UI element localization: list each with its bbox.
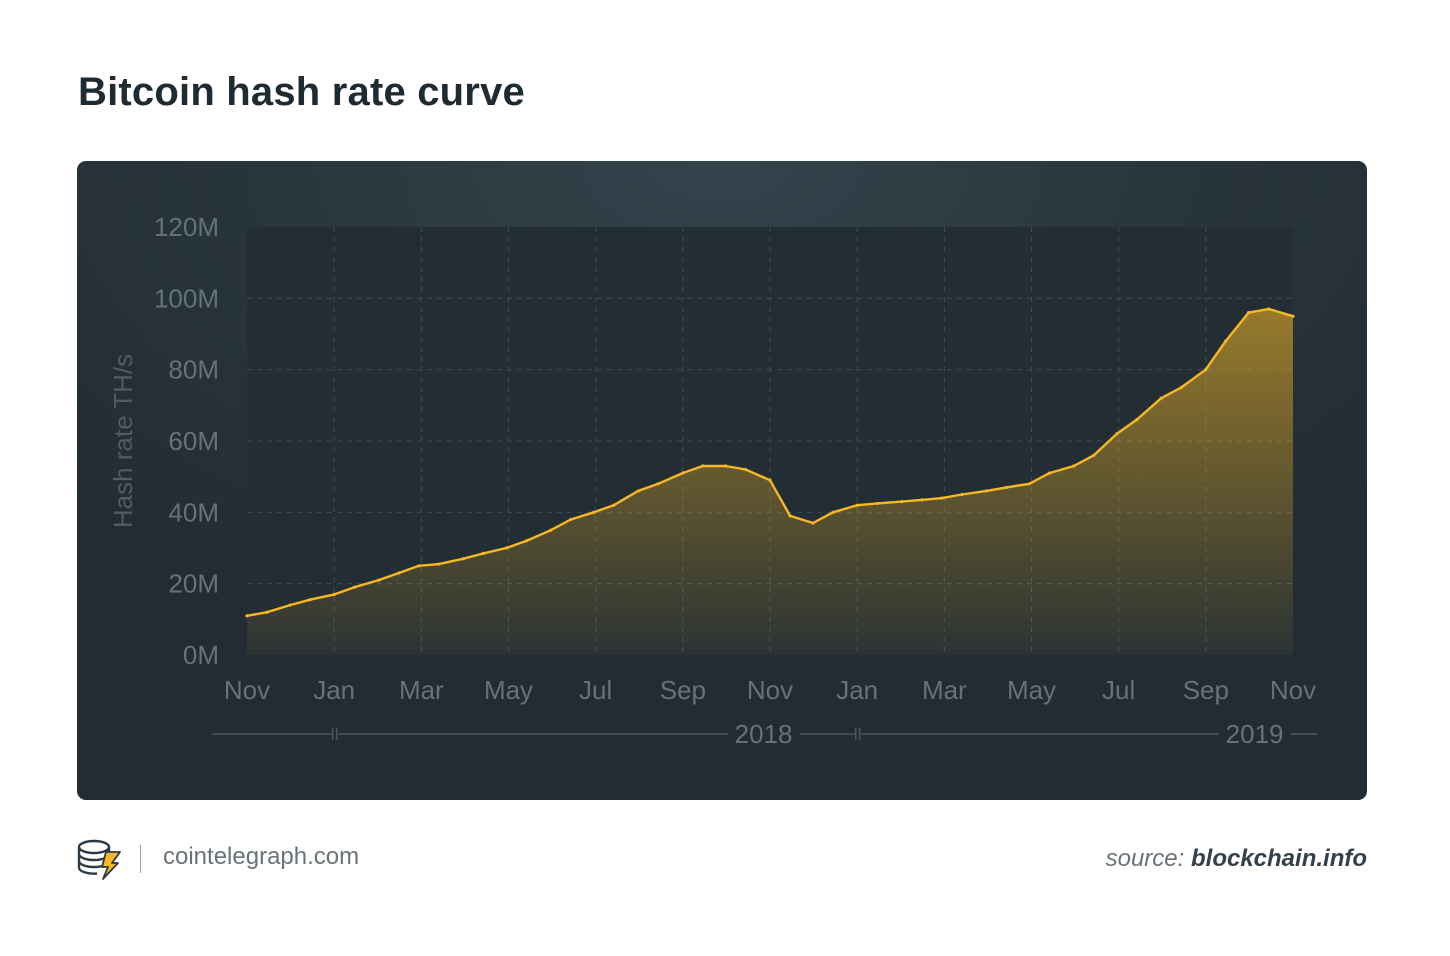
- source-prefix: source:: [1105, 845, 1185, 872]
- x-tick-label: May: [1007, 675, 1056, 705]
- data-point: [524, 539, 529, 543]
- data-point: [265, 610, 269, 614]
- data-point: [940, 496, 944, 500]
- data-point: [636, 489, 640, 493]
- data-point: [1135, 418, 1139, 422]
- data-point: [855, 503, 860, 507]
- data-point: [377, 578, 381, 582]
- data-point: [397, 571, 401, 575]
- chart-card: 0M 20M 40M 60M 80M 100M 120M Nov Jan Mar May Jul Se…: [77, 161, 1367, 800]
- data-point: [332, 592, 337, 596]
- data-point: [920, 498, 924, 502]
- data-point: [417, 564, 421, 568]
- footer-site-link[interactable]: cointelegraph.com: [163, 843, 360, 870]
- data-point: [288, 603, 292, 607]
- data-point: [1246, 311, 1251, 315]
- data-point: [1072, 464, 1076, 468]
- x-tick-label: Jan: [313, 675, 355, 705]
- data-point: [1092, 453, 1096, 457]
- data-point: [352, 585, 357, 589]
- data-point: [245, 614, 249, 618]
- x-axis: Nov Jan Mar May Jul Sep Nov Jan Mar May Jul Sep Nov: [224, 675, 1316, 705]
- x-tick-label: Nov: [747, 675, 793, 705]
- x-tick-label: Mar: [399, 675, 444, 705]
- data-point: [656, 482, 660, 486]
- data-point: [612, 503, 616, 507]
- year-label: 2018: [735, 719, 793, 749]
- y-tick-label: 60M: [168, 426, 219, 456]
- page-title: Bitcoin hash rate curve: [78, 70, 525, 114]
- y-tick-label: 120M: [154, 212, 219, 242]
- x-tick-label: May: [484, 675, 533, 705]
- data-point: [1267, 307, 1271, 311]
- x-tick-label: Nov: [1270, 675, 1316, 705]
- data-point: [831, 510, 835, 514]
- data-point: [1224, 339, 1228, 343]
- data-point: [481, 551, 486, 555]
- data-point: [768, 478, 772, 482]
- hash-rate-chart: 0M 20M 40M 60M 80M 100M 120M Nov Jan Mar May Jul Se…: [108, 212, 1317, 749]
- data-point: [549, 528, 553, 532]
- data-point: [960, 492, 964, 497]
- y-tick-label: 0M: [183, 640, 219, 670]
- data-point: [1159, 396, 1163, 400]
- y-tick-label: 20M: [168, 569, 219, 599]
- y-axis-label: Hash rate TH/s: [108, 354, 138, 528]
- data-point: [680, 471, 685, 475]
- area-layer: [245, 307, 1295, 655]
- data-point: [984, 489, 988, 493]
- data-point: [900, 500, 904, 504]
- data-point: [461, 557, 465, 561]
- year-label: 2019: [1226, 719, 1284, 749]
- x-tick-label: Mar: [922, 675, 967, 705]
- data-point: [1047, 471, 1052, 475]
- cointelegraph-logo-icon: [77, 839, 121, 880]
- data-point: [875, 501, 880, 506]
- y-tick-label: 40M: [168, 497, 219, 527]
- y-tick-label: 100M: [154, 283, 219, 313]
- x-tick-label: Sep: [660, 675, 706, 705]
- x-tick-label: Jul: [1102, 675, 1135, 705]
- source-name[interactable]: blockchain.info: [1190, 845, 1367, 872]
- data-point: [788, 514, 792, 518]
- data-point: [437, 562, 441, 566]
- data-point: [1004, 485, 1009, 489]
- data-point: [504, 546, 508, 550]
- footer-divider: [140, 845, 141, 873]
- data-point: [744, 467, 748, 472]
- data-point: [1179, 385, 1183, 390]
- x-tick-label: Nov: [224, 675, 270, 705]
- data-point: [1203, 368, 1208, 372]
- x-tick-label: Sep: [1183, 675, 1229, 705]
- data-point: [308, 598, 312, 602]
- data-point: [1027, 482, 1031, 486]
- data-point: [811, 521, 815, 525]
- year-axis: 2018 2019: [212, 719, 1317, 749]
- footer-source: source: blockchain.info: [1106, 845, 1367, 873]
- x-tick-label: Jul: [579, 675, 612, 705]
- data-point: [701, 464, 705, 468]
- data-point: [1291, 314, 1295, 318]
- y-axis: 0M 20M 40M 60M 80M 100M 120M: [154, 212, 219, 670]
- data-point: [592, 510, 596, 514]
- data-point: [569, 517, 573, 522]
- x-tick-label: Jan: [836, 675, 878, 705]
- y-tick-label: 80M: [168, 355, 219, 385]
- data-point: [1115, 432, 1119, 436]
- data-point: [723, 464, 728, 468]
